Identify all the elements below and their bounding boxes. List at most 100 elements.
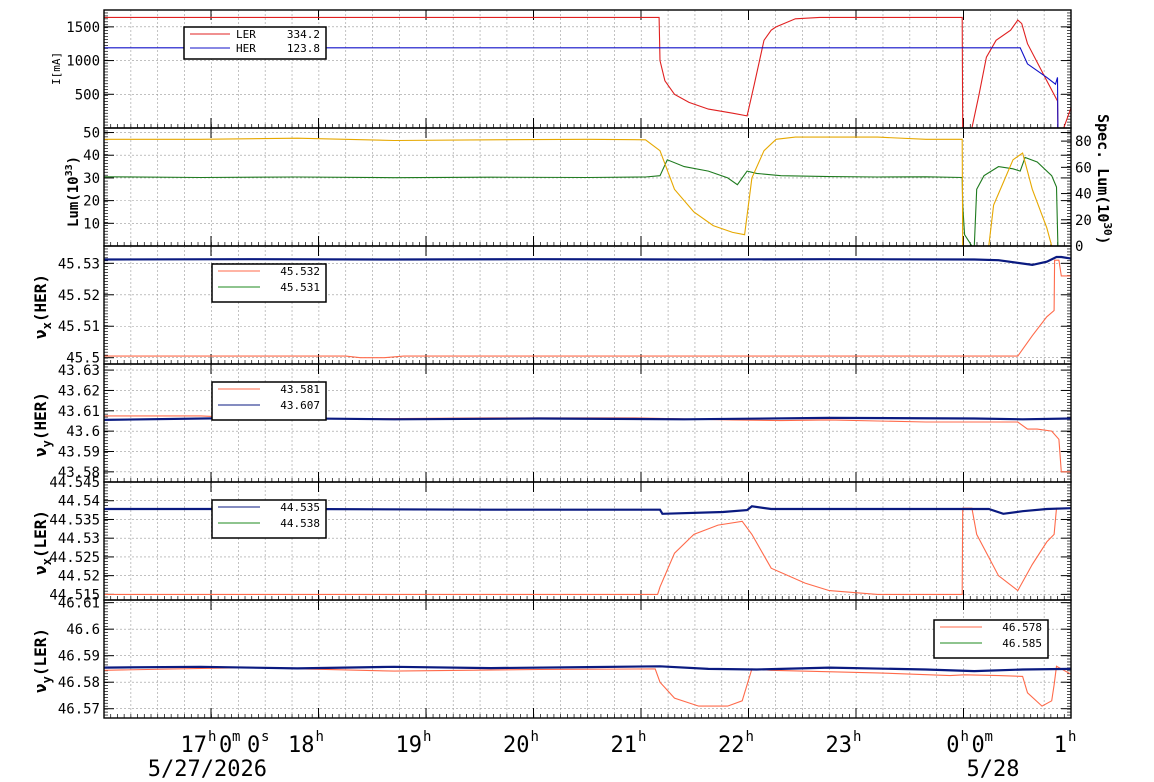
x-tick-label: 19 h	[396, 729, 432, 758]
x-tick-label-hour: 22	[718, 733, 745, 758]
legend-value: 44.535	[280, 501, 320, 514]
y-tick-label: 46.58	[58, 675, 100, 691]
y-axis-label-exponent: 33	[64, 164, 75, 176]
panel-lum: 10 20 30 40 50 0 20 40 60 80 Spec. Lum(1030) Lum(10…	[64, 114, 1114, 255]
panel-current: 500 1000 1500 I[mA] LER 334.2 HER 123.8	[50, 9, 1072, 129]
y2-axis-label-close: )	[1094, 236, 1112, 245]
y2-tick-label: 0	[1075, 239, 1083, 255]
legend-box	[211, 499, 327, 539]
y-tick-label: 1000	[66, 54, 100, 70]
y-axis-label: νx(HER)	[31, 274, 54, 339]
y-tick-label: 1500	[66, 20, 100, 36]
y-tick-label: 44.54	[58, 494, 100, 510]
y-axis-label-rest: (LER)	[31, 628, 50, 676]
y-axis-label-rest: (LER)	[31, 510, 50, 558]
legend-value: 45.531	[280, 281, 320, 294]
x-tick-label-unit: h	[746, 729, 754, 745]
y-tick-label: 45.5	[66, 351, 100, 367]
y-axis-label: νy(HER)	[31, 392, 54, 457]
y-tick-label: 43.63	[58, 363, 100, 379]
series-red	[104, 259, 1071, 359]
x-tick-label-unit: s	[261, 729, 269, 745]
y-tick-label: 46.61	[58, 596, 100, 612]
legend-box	[211, 381, 327, 421]
panel-frame	[103, 599, 1072, 719]
y-tick-label: 43.61	[58, 404, 100, 420]
y-tick-label: 46.59	[58, 649, 100, 665]
x-tick-label: 18 h	[288, 729, 324, 758]
legend-value: 43.581	[280, 383, 320, 396]
y-tick-label: 43.59	[58, 444, 100, 460]
x-tick-label-unit: h	[316, 729, 324, 745]
panel-nux_ler: 44.515 44.52 44.525 44.53 44.535 44.54 44.545 ν…	[31, 475, 1072, 603]
x-tick-label-hour: 17	[181, 733, 208, 758]
y-tick-label: 45.51	[58, 319, 100, 335]
legend-box	[211, 263, 327, 303]
x-tick-label-unit: m	[232, 729, 240, 745]
x-tick-label-sec: 0	[247, 733, 260, 758]
series-red	[103, 665, 1072, 707]
series-blue	[104, 505, 1072, 515]
legend-box	[933, 619, 1049, 659]
y2-axis-label: Spec. Lum(1030)	[1094, 114, 1114, 245]
x-tick-label-hour: 1	[1054, 733, 1067, 758]
y-tick-label: 45.53	[58, 256, 100, 272]
x-tick-label-hour: 19	[396, 733, 423, 758]
y-tick-label: 46.6	[66, 622, 100, 638]
y-tick-label: 44.525	[49, 550, 100, 566]
y-tick-label: 40	[83, 148, 100, 164]
y-tick-label: 44.535	[49, 512, 100, 528]
series-blue	[103, 255, 1072, 267]
y-axis-label-subscript: x	[40, 322, 54, 329]
legend-box	[183, 26, 327, 60]
x-date-label: 5/28	[967, 757, 1020, 782]
y-axis-label: νx(LER)	[31, 510, 54, 575]
y2-tick-label: 20	[1075, 213, 1092, 229]
x-tick-label-unit: h	[423, 729, 431, 745]
y-tick-label: 45.52	[58, 288, 100, 304]
x-tick-label-hour: 23	[826, 733, 853, 758]
y-axis-label: νy(LER)	[31, 628, 54, 693]
x-date-label: 5/27/2026	[148, 757, 267, 782]
legend-value: 46.578	[1002, 621, 1042, 634]
x-tick-label-hour: 18	[288, 733, 315, 758]
x-tick-label-unit: h	[531, 729, 539, 745]
y-tick-label: 44.52	[58, 569, 100, 585]
legend-value: 46.585	[1002, 637, 1042, 650]
y-tick-label: 43.62	[58, 383, 100, 399]
series-lum	[103, 156, 1059, 247]
series-spec-lum	[104, 136, 1071, 247]
y-tick-label: 30	[83, 171, 100, 187]
y-tick-label: 10	[83, 216, 100, 232]
legend-value: 123.8	[287, 42, 320, 55]
y-axis-label: I[mA]	[50, 52, 63, 85]
x-tick-label-min: 0	[219, 733, 232, 758]
y2-axis-label-exponent: 30	[1101, 222, 1114, 235]
y-axis-label-rest: (HER)	[31, 392, 50, 440]
y-tick-label: 46.57	[58, 702, 100, 718]
y-tick-label: 44.53	[58, 531, 100, 547]
y-tick-label: 44.545	[49, 475, 100, 491]
legend-value: 44.538	[280, 517, 320, 530]
x-tick-label-unit: h	[961, 729, 969, 745]
series-red	[104, 507, 1071, 595]
y-tick-label: 20	[83, 194, 100, 210]
y2-tick-label: 60	[1075, 160, 1092, 176]
y-axis-label-close: )	[66, 156, 82, 164]
series-her	[104, 47, 1062, 129]
y-axis-label: Lum(1033)	[64, 156, 82, 227]
x-tick-label: 21 h	[611, 729, 647, 758]
y-tick-label: 500	[75, 87, 100, 103]
x-tick-label-unit: h	[853, 729, 861, 745]
series-blue	[103, 665, 1072, 673]
series-ler	[104, 16, 1072, 129]
legend-series-name: LER	[236, 28, 256, 41]
x-tick-label: 22 h	[718, 729, 754, 758]
y-tick-label: 43.6	[66, 424, 100, 440]
legend-value: 43.607	[280, 399, 320, 412]
x-tick-label-unit: h	[1068, 729, 1076, 745]
